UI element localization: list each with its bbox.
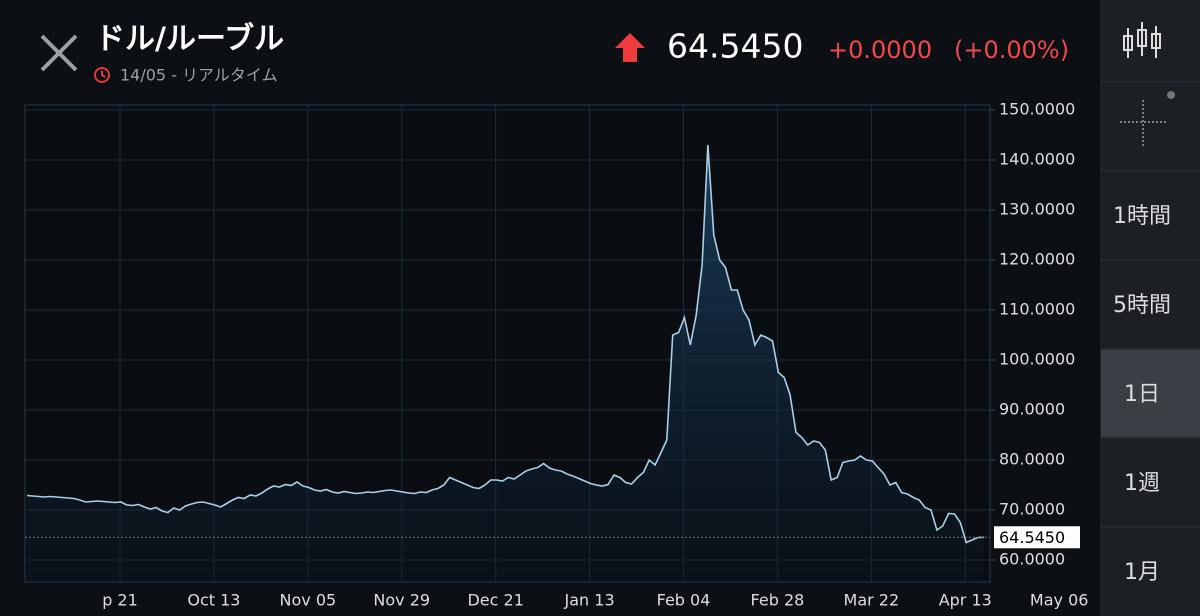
- price-line: [26, 144, 984, 544]
- button-bg: [1101, 439, 1200, 526]
- button-bg: [1101, 261, 1200, 348]
- timeframe-button[interactable]: 1週: [1100, 437, 1200, 526]
- x-tick-label: Nov 05: [280, 591, 337, 610]
- candle-icon[interactable]: [1123, 22, 1161, 58]
- y-tick-label: 70.0000: [999, 500, 1065, 519]
- y-tick-label: 100.0000: [999, 350, 1075, 369]
- y-tick-label: 80.0000: [999, 450, 1065, 469]
- timeframe-button[interactable]: 1日: [1100, 348, 1200, 437]
- last-value-label: 64.5450: [999, 528, 1065, 547]
- last-value-box: [994, 526, 1080, 549]
- button-label: 1週: [1124, 471, 1160, 496]
- x-tick-label: Dec 21: [467, 591, 523, 610]
- x-tick-label: Mar 22: [844, 591, 900, 610]
- indicator-dot: [1167, 91, 1175, 99]
- x-tick-label: Jan 13: [564, 591, 615, 610]
- button-bg: [1101, 350, 1200, 437]
- up-arrow: [615, 33, 645, 62]
- y-tick-label: 60.0000: [999, 550, 1065, 569]
- x-tick-label: Nov 29: [373, 591, 430, 610]
- timeframe-button[interactable]: 1月: [1100, 526, 1200, 615]
- button-label: 1月: [1124, 560, 1160, 585]
- change: +0.0000: [828, 36, 932, 64]
- button-label: 5時間: [1113, 293, 1171, 318]
- button-bg: [1101, 172, 1200, 259]
- x-tick-label: Feb 28: [751, 591, 805, 610]
- y-tick-label: 150.0000: [999, 100, 1075, 119]
- timestamp: 14/05 - リアルタイム: [120, 66, 278, 85]
- area-fill: [27, 145, 984, 582]
- y-tick-label: 110.0000: [999, 300, 1075, 319]
- price: 64.5450: [667, 27, 803, 66]
- button-label: 1日: [1124, 382, 1160, 407]
- y-tick-label: 140.0000: [999, 150, 1075, 169]
- timeframe-button[interactable]: 5時間: [1100, 259, 1200, 348]
- button-bg: [1101, 528, 1200, 615]
- change-percent: (+0.00%): [954, 36, 1069, 64]
- x-tick-label: Feb 04: [657, 591, 711, 610]
- clock-icon: [94, 67, 110, 83]
- x-tick-label: p 21: [102, 591, 138, 610]
- x-tick-label: Oct 13: [187, 591, 240, 610]
- title: ドル/ルーブル: [95, 22, 284, 57]
- x-tick-label: Apr 13: [939, 591, 992, 610]
- button-label: 1時間: [1113, 204, 1171, 229]
- y-tick-label: 120.0000: [999, 250, 1075, 269]
- y-tick-label: 90.0000: [999, 400, 1065, 419]
- y-tick-label: 130.0000: [999, 200, 1075, 219]
- close-button[interactable]: [40, 34, 78, 72]
- x-tick-label: May 06: [1030, 591, 1089, 610]
- timeframe-button[interactable]: 1時間: [1100, 170, 1200, 259]
